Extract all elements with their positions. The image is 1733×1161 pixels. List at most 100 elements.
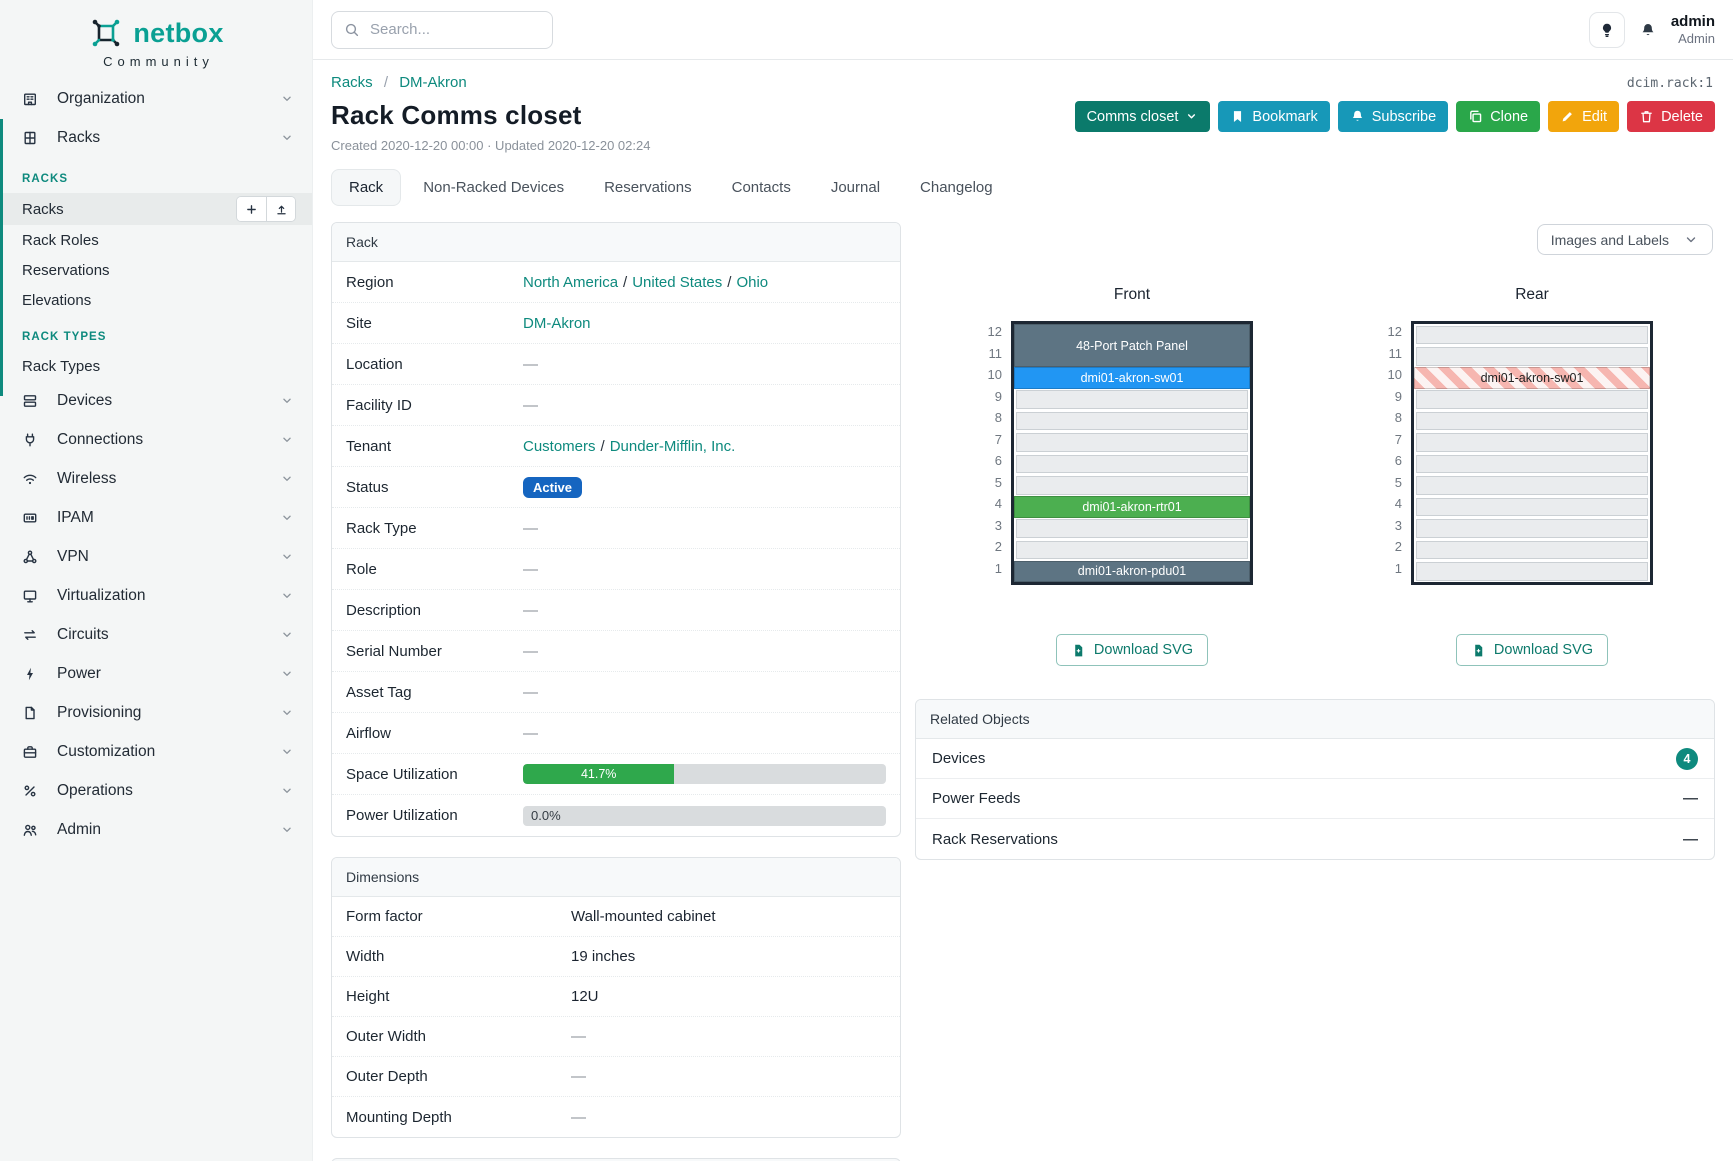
sidebar-item-operations[interactable]: Operations (0, 771, 312, 810)
netbox-logo-icon (88, 15, 124, 51)
sidebar-item-elevations[interactable]: Elevations (0, 285, 312, 315)
sidebar-item-rack-types[interactable]: Rack Types (0, 351, 312, 381)
chevron-down-icon (280, 784, 294, 798)
field-label: Width (346, 948, 385, 965)
chevron-down-icon (1185, 110, 1198, 123)
sidebar-item-organization[interactable]: Organization (0, 79, 312, 118)
chevron-down-icon (280, 823, 294, 837)
topbar: admin Admin (313, 0, 1733, 60)
value-link-ohio[interactable]: Ohio (736, 273, 769, 291)
sidebar-item-admin[interactable]: Admin (0, 810, 312, 849)
copy-icon (1468, 109, 1483, 124)
download-svg-button[interactable]: Download SVG (1455, 634, 1609, 666)
edit-button[interactable]: Edit (1548, 101, 1620, 132)
value-link-dm-akron[interactable]: DM-Akron (523, 314, 591, 332)
sidebar-item-racks[interactable]: Racks (0, 118, 312, 157)
count-badge[interactable]: 4 (1676, 747, 1698, 770)
field-row-region: Region North America / United States / Ohio (332, 262, 900, 303)
tab-changelog[interactable]: Changelog (920, 179, 993, 196)
rack-device-dmi01-akron-pdu01[interactable]: dmi01-akron-pdu01 (1014, 560, 1250, 582)
operations-icon (22, 783, 40, 799)
rack-device-dmi01-akron-sw01[interactable]: dmi01-akron-sw01 (1414, 367, 1650, 389)
field-label: Serial Number (346, 642, 442, 660)
sidebar-item-label: Elevations (22, 291, 92, 309)
page-meta: Created 2020-12-20 00:00 · Updated 2020-… (331, 138, 651, 153)
breadcrumb-racks-link[interactable]: Racks (331, 74, 373, 91)
tab-non-racked-devices[interactable]: Non-Racked Devices (423, 179, 565, 196)
search-input[interactable] (370, 21, 540, 38)
delete-button[interactable]: Delete (1627, 101, 1715, 132)
unit-number: 6 (1394, 453, 1402, 469)
sidebar-item-virtualization[interactable]: Virtualization (0, 576, 312, 615)
field-label: Role (346, 560, 377, 578)
chevron-down-icon (280, 131, 294, 145)
field-row-description: Description — (332, 590, 900, 631)
add-button[interactable] (237, 197, 266, 221)
sidebar-item-label: Rack Types (22, 357, 101, 375)
related-label[interactable]: Devices (932, 750, 986, 767)
brand[interactable]: netbox Community (0, 0, 312, 79)
rename-button[interactable]: Comms closet (1074, 101, 1211, 132)
sidebar-item-label: Devices (57, 391, 113, 409)
sidebar-item-customization[interactable]: Customization (0, 732, 312, 771)
field-value: — (523, 561, 886, 578)
tab-contacts[interactable]: Contacts (731, 179, 791, 196)
value-link-dunder-mifflin-inc[interactable]: Dunder-Mifflin, Inc. (609, 437, 736, 455)
tab-journal[interactable]: Journal (830, 179, 881, 196)
field-label: Tenant (346, 437, 392, 455)
sidebar-item-connections[interactable]: Connections (0, 420, 312, 459)
unit-number: 3 (994, 517, 1002, 533)
tab-rack[interactable]: Rack (331, 169, 402, 206)
bookmark-button[interactable]: Bookmark (1218, 101, 1330, 132)
unit-number: 10 (1387, 367, 1402, 383)
notifications-bell-icon[interactable] (1640, 22, 1656, 38)
sidebar-item-reservations[interactable]: Reservations (0, 255, 312, 285)
theme-toggle-button[interactable] (1588, 11, 1625, 48)
sidebar-item-wireless[interactable]: Wireless (0, 459, 312, 498)
vpn-icon (22, 549, 40, 565)
sidebar-item-rack-roles[interactable]: Rack Roles (0, 225, 312, 255)
sidebar-item-circuits[interactable]: Circuits (0, 615, 312, 654)
related-value: — (1683, 831, 1698, 848)
button-label: Edit (1582, 108, 1608, 125)
chevron-down-icon (280, 550, 294, 564)
value-link-north-america[interactable]: North America (523, 273, 619, 291)
field-row-outer-depth: Outer Depth — (332, 1057, 900, 1097)
sidebar-item-provisioning[interactable]: Provisioning (0, 693, 312, 732)
value-link-united-states[interactable]: United States (632, 273, 723, 291)
sidebar-item-devices[interactable]: Devices (0, 381, 312, 420)
search-box[interactable] (331, 10, 553, 49)
rack-panel-title: Rack (332, 223, 900, 262)
sidebar-item-label: Provisioning (57, 703, 142, 721)
search-icon (344, 22, 360, 38)
sidebar-item-power[interactable]: Power (0, 654, 312, 693)
clone-button[interactable]: Clone (1456, 101, 1541, 132)
elevation-view-select[interactable]: Images and Labels (1536, 224, 1713, 255)
user-menu[interactable]: admin Admin (1671, 13, 1715, 46)
breadcrumb-site-link[interactable]: DM-Akron (399, 74, 467, 91)
bellfill-icon (1350, 109, 1365, 124)
field-label: Space Utilization (346, 765, 458, 783)
rack-device-dmi01-akron-rtr01[interactable]: dmi01-akron-rtr01 (1014, 496, 1250, 518)
rack-empty-unit (1414, 561, 1650, 583)
empty-value: — (523, 642, 538, 660)
tab-reservations[interactable]: Reservations (604, 179, 692, 196)
ipam-icon (22, 510, 40, 526)
field-label: Mounting Depth (346, 1108, 452, 1126)
subscribe-button[interactable]: Subscribe (1337, 101, 1449, 132)
value-link-customers[interactable]: Customers (523, 437, 596, 455)
sidebar-item-vpn[interactable]: VPN (0, 537, 312, 576)
rack-empty-unit (1414, 432, 1650, 454)
sidebar-item-racks[interactable]: Racks (0, 193, 312, 225)
file-icon (1471, 643, 1486, 658)
front-elevation-title: Front (1113, 286, 1151, 303)
rack-device-48-port-patch-panel[interactable]: 48-Port Patch Panel (1014, 324, 1250, 367)
status-badge: Active (523, 476, 583, 498)
sidebar-item-ipam[interactable]: IPAM (0, 498, 312, 537)
rack-device-dmi01-akron-sw01[interactable]: dmi01-akron-sw01 (1014, 367, 1250, 389)
rack-empty-unit (1014, 539, 1250, 561)
download-svg-button[interactable]: Download SVG (1055, 634, 1209, 666)
import-button[interactable] (266, 197, 295, 221)
utilization-label: 0.0% (531, 808, 561, 823)
field-label: Status (346, 478, 389, 496)
